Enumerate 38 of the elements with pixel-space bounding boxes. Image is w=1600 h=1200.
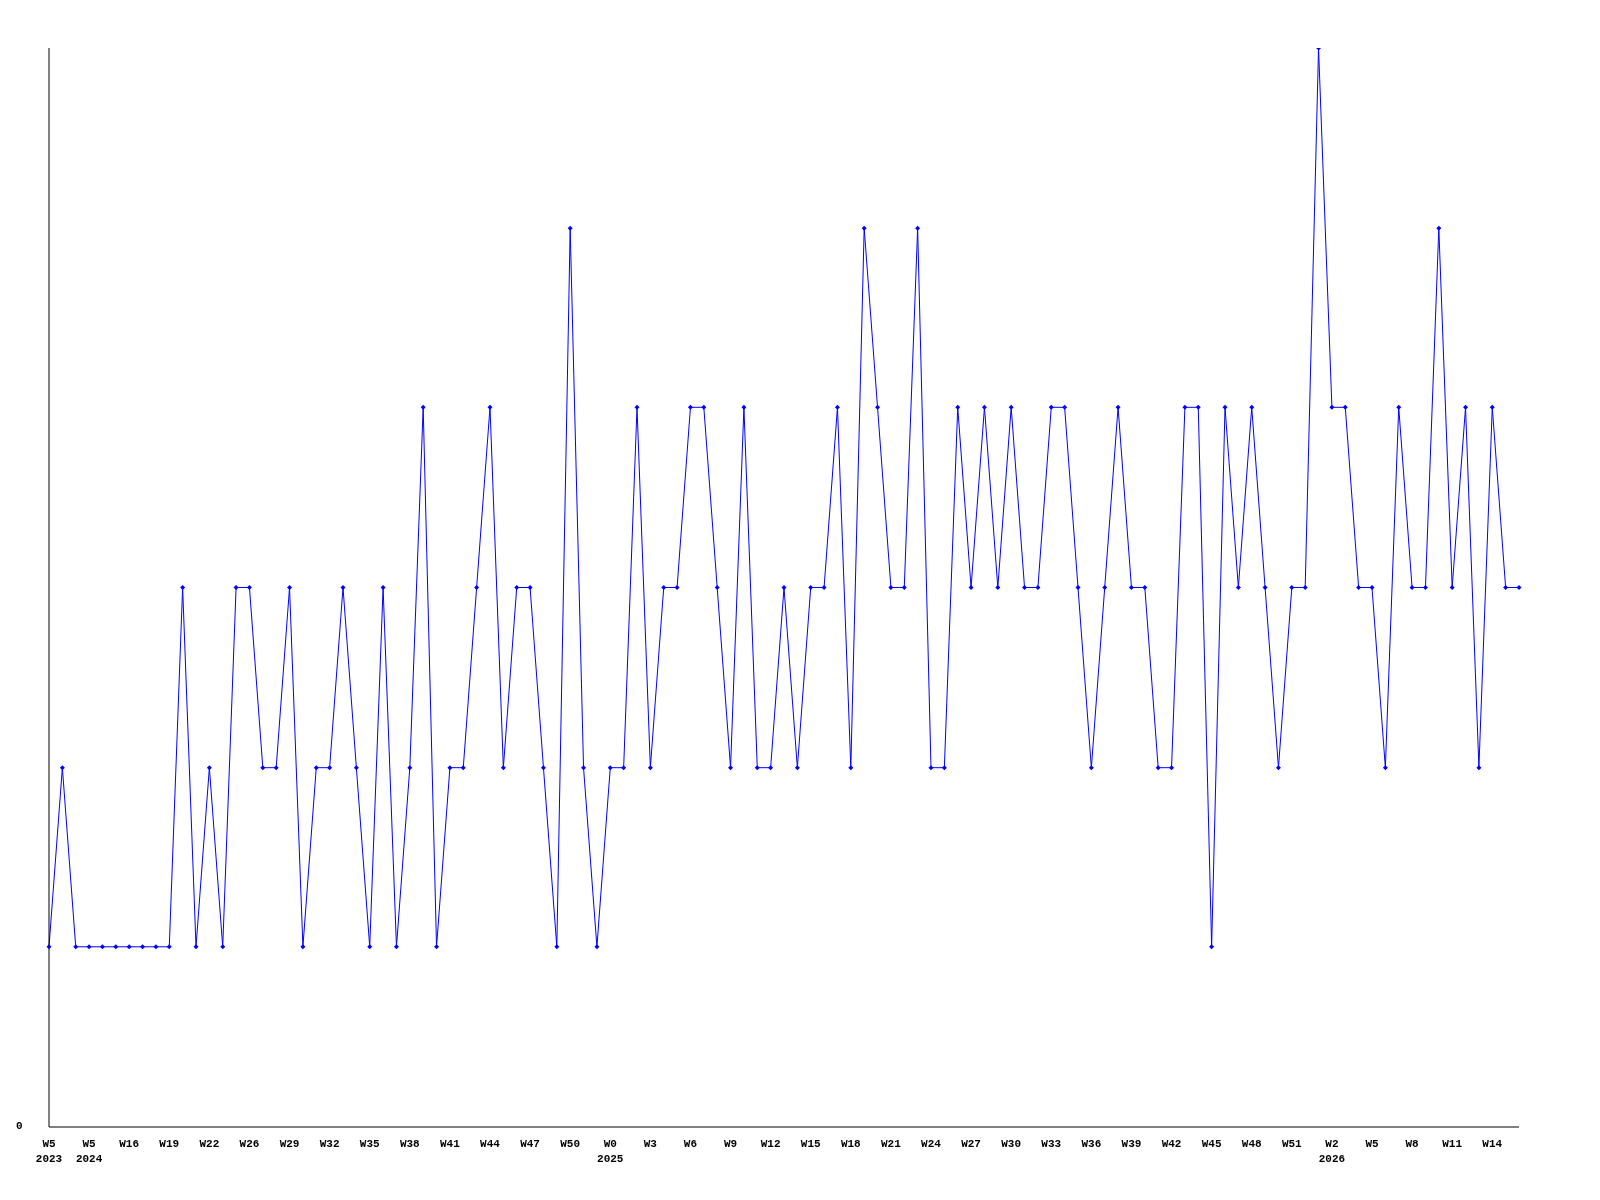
x-tick-label: W5 <box>1365 1138 1379 1150</box>
x-tick-label: W33 <box>1041 1138 1062 1150</box>
x-tick-label: W2 2026 <box>1318 1138 1346 1165</box>
x-tick-label: W24 <box>921 1138 942 1150</box>
x-tick-label: W5 2024 <box>75 1138 103 1165</box>
x-tick-label: W16 <box>119 1138 140 1150</box>
x-tick-label: W36 <box>1081 1138 1102 1150</box>
x-tick-label: W3 <box>643 1138 658 1150</box>
x-tick-label: W48 <box>1241 1138 1263 1150</box>
x-tick-label: W5 2023 <box>35 1138 63 1165</box>
x-tick-label: W6 <box>683 1138 698 1150</box>
x-tick-label: W44 <box>480 1138 501 1150</box>
x-tick-label: W15 <box>800 1138 822 1150</box>
x-tick-label: W35 <box>359 1138 381 1150</box>
x-tick-label: W21 <box>881 1138 902 1150</box>
x-tick-label: W29 <box>279 1138 300 1150</box>
x-tick-label: W9 <box>723 1138 738 1150</box>
x-tick-label: W18 <box>840 1138 862 1150</box>
x-tick-label: W38 <box>399 1138 421 1150</box>
x-tick-label: W27 <box>961 1138 981 1150</box>
x-tick-label: W8 <box>1405 1138 1420 1150</box>
x-tick-label: W42 <box>1161 1138 1182 1150</box>
x-tick-label: W12 <box>760 1138 781 1150</box>
x-tick-label: W47 <box>520 1138 540 1150</box>
x-tick-label: W50 <box>560 1138 581 1150</box>
x-tick-label: W19 <box>159 1138 180 1150</box>
x-tick-label: W22 <box>199 1138 220 1150</box>
x-tick-label: W45 <box>1201 1138 1222 1150</box>
x-tick-label: W30 <box>1001 1138 1022 1150</box>
x-tick-label: W11 <box>1442 1138 1463 1150</box>
x-tick-label: W14 <box>1482 1138 1503 1150</box>
x-tick-label: W51 <box>1281 1138 1303 1150</box>
x-tick-label: W41 <box>440 1138 461 1150</box>
x-tick-label: W26 <box>239 1138 260 1150</box>
x-tick-label: W39 <box>1121 1138 1142 1150</box>
x-tick-label: W0 2025 <box>597 1138 624 1165</box>
x-tick-label: W32 <box>319 1138 340 1150</box>
text: 0 <box>16 1120 23 1132</box>
